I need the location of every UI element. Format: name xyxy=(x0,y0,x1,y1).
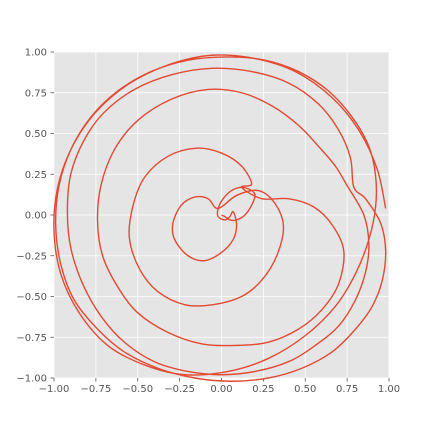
y-tick-label: 0.75 xyxy=(25,88,47,99)
y-tick-label: −0.50 xyxy=(16,292,47,303)
y-tick-label: 0.00 xyxy=(25,211,47,222)
x-tick-label: 0.75 xyxy=(336,384,358,395)
y-tick-label: 0.50 xyxy=(25,129,47,140)
x-tick-label: −1.00 xyxy=(39,384,70,395)
x-tick-label: −0.75 xyxy=(81,384,112,395)
x-tick-label: 1.00 xyxy=(378,384,400,395)
y-tick-label: 1.00 xyxy=(25,48,47,59)
series-line xyxy=(53,54,387,382)
x-tick-label: 0.50 xyxy=(294,384,316,395)
x-tick-label: 0.25 xyxy=(252,384,274,395)
y-tick-label: −0.25 xyxy=(16,251,47,262)
y-axis-ticks: 1.00 0.75 0.50 0.25 0.00 −0.25 −0.50 −0.75 −1.00 xyxy=(16,48,54,385)
y-tick-label: 0.25 xyxy=(25,170,47,181)
x-tick-label: 0.00 xyxy=(210,384,232,395)
y-tick-label: −0.75 xyxy=(16,333,47,344)
y-tick-label: −1.00 xyxy=(16,374,47,385)
x-tick-label: −0.50 xyxy=(122,384,153,395)
x-tick-label: −0.25 xyxy=(164,384,195,395)
plot-area xyxy=(53,54,387,382)
x-axis-ticks: −1.00 −0.75 −0.50 −0.25 0.00 0.25 0.50 0.75 1.00 xyxy=(39,378,400,395)
